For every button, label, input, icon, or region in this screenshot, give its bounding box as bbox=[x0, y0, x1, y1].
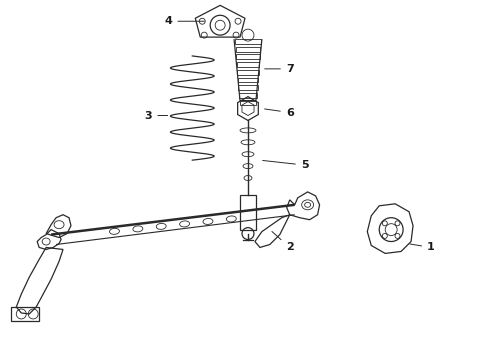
Ellipse shape bbox=[203, 219, 213, 224]
Ellipse shape bbox=[133, 226, 143, 232]
Bar bbox=[236, 54, 260, 59]
Ellipse shape bbox=[180, 221, 190, 227]
Text: 7: 7 bbox=[265, 64, 294, 74]
Text: 3: 3 bbox=[145, 111, 168, 121]
Bar bbox=[240, 100, 256, 105]
Ellipse shape bbox=[156, 224, 166, 229]
Bar bbox=[239, 85, 258, 90]
Bar bbox=[238, 77, 258, 82]
Text: 2: 2 bbox=[272, 231, 294, 252]
Ellipse shape bbox=[226, 216, 236, 222]
Bar bbox=[236, 47, 260, 51]
Ellipse shape bbox=[110, 228, 120, 234]
Bar bbox=[239, 93, 257, 98]
Text: 4: 4 bbox=[165, 16, 204, 26]
Text: 6: 6 bbox=[265, 108, 294, 117]
Bar bbox=[237, 62, 259, 67]
Bar bbox=[235, 39, 261, 44]
Text: 5: 5 bbox=[263, 160, 309, 170]
Bar bbox=[240, 195, 256, 230]
Text: 1: 1 bbox=[410, 243, 435, 252]
Bar bbox=[11, 307, 39, 321]
Bar bbox=[237, 70, 259, 75]
